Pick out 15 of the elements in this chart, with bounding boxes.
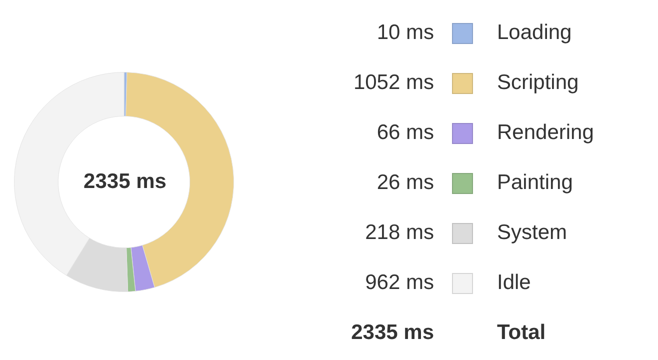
data-label: 66 ms <box>376 120 435 146</box>
text: Total <box>497 320 547 346</box>
legend-label: Loading <box>497 20 573 46</box>
text: 2335 ms <box>82 170 168 194</box>
legend-label: System <box>497 220 568 246</box>
legend-label: Idle <box>497 270 532 296</box>
data-label: 218 ms <box>364 220 435 246</box>
data-label: 1052 ms <box>352 70 435 96</box>
data-label: 10 ms <box>376 20 435 46</box>
data-label: 26 ms <box>376 170 435 196</box>
legend-label: Scripting <box>497 70 580 96</box>
text: 2335 ms <box>350 320 435 346</box>
data-label: 962 ms <box>364 270 435 296</box>
legend-label: Rendering <box>497 120 594 146</box>
legend-label: Painting <box>497 170 574 196</box>
